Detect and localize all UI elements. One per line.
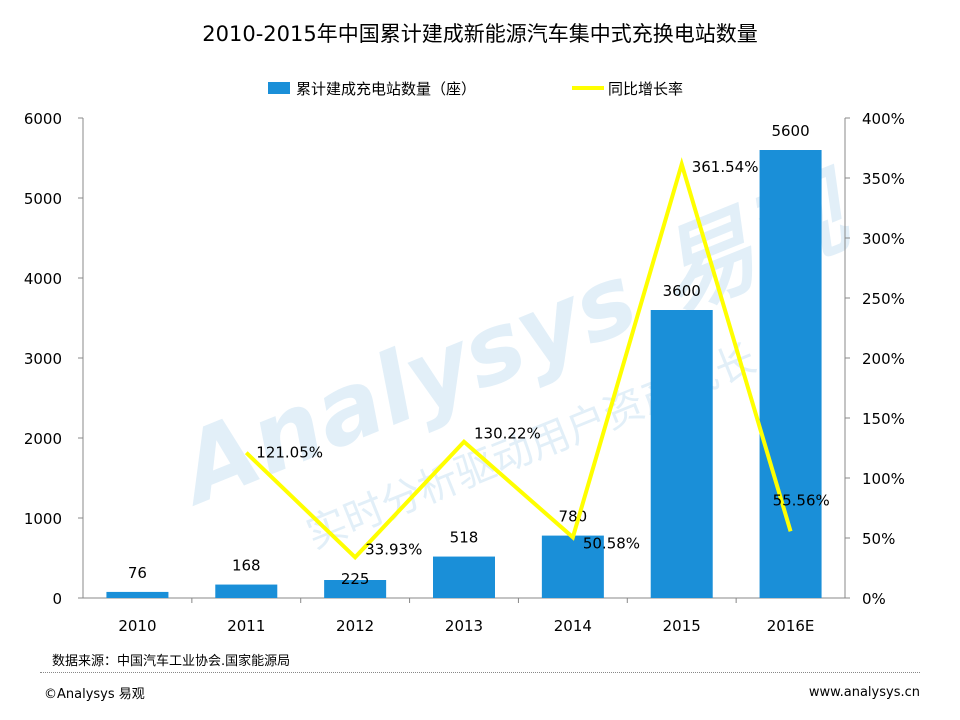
bar-data-label: 518 xyxy=(450,529,479,547)
bar-data-label: 225 xyxy=(341,570,370,588)
growth-line xyxy=(244,157,793,561)
left-tick-label: 1000 xyxy=(24,510,62,528)
category-label: 2013 xyxy=(445,617,483,635)
right-tick-label: 150% xyxy=(862,410,905,428)
legend: 累计建成充电站数量（座） 同比增长率 xyxy=(268,80,683,98)
left-tick-label: 5000 xyxy=(24,190,62,208)
right-tick-label: 250% xyxy=(862,290,905,308)
line-data-label: 130.22% xyxy=(474,425,541,443)
bar xyxy=(215,584,278,598)
bar-data-label: 168 xyxy=(232,557,261,575)
line-data-label: 33.93% xyxy=(365,540,422,558)
right-axis-ticks: 0% 50% 100% 150% 200% 250% 300% 350% 400% xyxy=(845,110,905,608)
footer-divider xyxy=(40,672,920,673)
bar-data-label: 3600 xyxy=(663,282,701,300)
bar xyxy=(759,150,822,598)
bar xyxy=(433,556,495,598)
line-data-label: 50.58% xyxy=(583,534,640,552)
bar-data-label: 5600 xyxy=(771,122,809,140)
left-tick-label: 4000 xyxy=(24,270,62,288)
right-tick-label: 100% xyxy=(862,470,905,488)
left-tick-label: 6000 xyxy=(24,110,62,128)
right-tick-label: 0% xyxy=(862,590,886,608)
right-tick-label: 200% xyxy=(862,350,905,368)
line-data-label: 55.56% xyxy=(773,491,830,509)
bar xyxy=(541,535,604,598)
bar xyxy=(650,310,713,598)
line-data-labels: 121.05% 33.93% 130.22% 50.58% 361.54% 55.56% xyxy=(256,158,829,558)
category-label: 2012 xyxy=(336,617,374,635)
line-series xyxy=(244,157,793,561)
bar-data-label: 76 xyxy=(128,564,147,582)
bar-series xyxy=(106,150,822,598)
left-tick-label: 2000 xyxy=(24,430,62,448)
line-data-label: 361.54% xyxy=(692,158,759,176)
left-axis-ticks: 0 1000 2000 3000 4000 5000 6000 xyxy=(24,110,83,608)
copyright: ©Analysys 易观 xyxy=(44,687,145,702)
category-label: 2014 xyxy=(554,617,592,635)
legend-label-line: 同比增长率 xyxy=(608,80,683,98)
left-tick-label: 3000 xyxy=(24,350,62,368)
right-tick-label: 50% xyxy=(862,530,895,548)
line-data-label: 121.05% xyxy=(256,444,323,462)
source-note: 数据来源：中国汽车工业协会.国家能源局 xyxy=(52,654,291,669)
bar xyxy=(106,591,169,598)
legend-swatch-bar xyxy=(268,82,290,94)
category-label: 2011 xyxy=(227,617,265,635)
bar-data-label: 780 xyxy=(559,508,588,526)
legend-label-bar: 累计建成充电站数量（座） xyxy=(296,80,476,98)
right-tick-label: 300% xyxy=(862,230,905,248)
left-tick-label: 0 xyxy=(52,590,62,608)
category-label: 2010 xyxy=(118,617,156,635)
category-label: 2016E xyxy=(767,617,815,635)
chart-title: 2010-2015年中国累计建成新能源汽车集中式充换电站数量 xyxy=(202,22,758,46)
category-label: 2015 xyxy=(663,617,701,635)
right-tick-label: 350% xyxy=(862,170,905,188)
website-link[interactable]: www.analysys.cn xyxy=(808,685,920,700)
category-labels: 2010 2011 2012 2013 2014 2015 2016E xyxy=(118,598,814,635)
right-tick-label: 400% xyxy=(862,110,905,128)
bar xyxy=(324,580,387,598)
